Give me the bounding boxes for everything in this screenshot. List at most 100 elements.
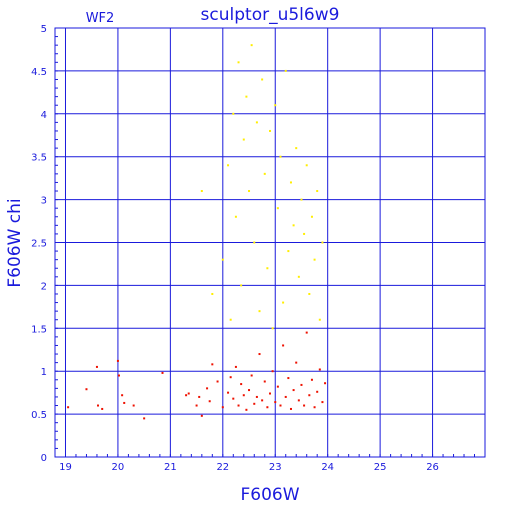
rejected-data-point: [248, 190, 251, 193]
good-data-point: [261, 399, 264, 402]
rejected-data-point: [282, 301, 285, 304]
rejected-data-point: [313, 258, 316, 261]
good-data-point: [300, 383, 303, 386]
y-tick-label: 3.5: [31, 153, 47, 164]
rejected-data-point: [276, 207, 279, 210]
y-tick-label: 3: [41, 196, 47, 207]
good-data-point: [208, 400, 211, 403]
good-data-point: [116, 359, 119, 362]
rejected-data-point: [221, 258, 224, 261]
rejected-data-point: [234, 215, 237, 218]
rejected-data-point: [318, 318, 321, 321]
rejected-data-point: [255, 121, 258, 124]
plot-frame: [54, 27, 486, 458]
good-data-point: [121, 394, 124, 397]
good-data-point: [253, 402, 256, 405]
good-data-point: [303, 404, 306, 407]
good-data-point: [316, 390, 319, 393]
series-rejected-points: [200, 44, 324, 330]
grid: [55, 27, 485, 458]
good-data-point: [282, 344, 285, 347]
rejected-data-point: [289, 181, 292, 184]
good-data-point: [187, 392, 190, 395]
rejected-data-point: [250, 44, 253, 47]
good-data-point: [305, 331, 308, 334]
good-data-point: [258, 353, 261, 356]
good-data-point: [245, 408, 248, 411]
rejected-data-point: [316, 190, 319, 193]
x-axis-label: F606W: [240, 485, 299, 505]
rejected-data-point: [229, 318, 232, 321]
good-data-point: [123, 401, 126, 404]
x-tick-label: 22: [216, 462, 229, 473]
x-tick-labels: 19 20 21 22 23 24 25 26: [59, 462, 439, 473]
rejected-data-point: [300, 198, 303, 201]
good-data-point: [227, 391, 230, 394]
good-data-point: [95, 365, 98, 368]
rejected-data-point: [258, 310, 261, 313]
good-data-point: [67, 406, 70, 409]
x-tick-label: 23: [269, 462, 282, 473]
rejected-data-point: [211, 292, 214, 295]
good-data-point: [266, 406, 269, 409]
rejected-data-point: [245, 95, 248, 98]
good-data-point: [263, 380, 266, 383]
rejected-data-point: [253, 241, 256, 244]
y-tick-label: 2.5: [31, 239, 47, 250]
rejected-data-point: [308, 292, 311, 295]
rejected-data-point: [287, 250, 290, 253]
rejected-data-point: [292, 224, 295, 227]
rejected-data-point: [240, 284, 243, 287]
good-data-point: [232, 397, 235, 400]
good-data-point: [216, 380, 219, 383]
good-data-point: [200, 414, 203, 417]
good-data-point: [269, 392, 271, 395]
good-data-point: [221, 406, 224, 409]
good-data-point: [274, 401, 277, 404]
rejected-data-point: [227, 164, 230, 167]
y-tick-label: 0.5: [31, 410, 47, 421]
good-data-point: [287, 377, 290, 380]
rejected-data-point: [303, 232, 306, 235]
good-data-point: [308, 394, 311, 397]
good-data-point: [117, 374, 120, 377]
y-tick-label: 2: [41, 281, 47, 292]
y-tick-label: 4.5: [31, 67, 47, 78]
good-data-point: [234, 365, 237, 368]
good-data-point: [248, 389, 251, 392]
good-data-point: [250, 374, 253, 377]
y-tick-labels: 0 0.5 1 1.5 2 2.5 3 3.5 4 4.5 5: [31, 24, 47, 464]
rejected-data-point: [242, 138, 245, 141]
rejected-data-point: [284, 69, 287, 72]
good-data-point: [237, 404, 240, 407]
rejected-data-point: [271, 327, 274, 330]
good-data-point: [206, 387, 209, 390]
good-data-point: [240, 383, 243, 386]
y-tick-label: 1.5: [31, 324, 47, 335]
rejected-data-point: [305, 164, 308, 167]
good-data-point: [295, 361, 298, 364]
y-axis-label: F606W chi: [5, 198, 25, 287]
good-data-point: [292, 389, 295, 392]
good-data-point: [255, 395, 258, 398]
good-data-point: [101, 407, 104, 410]
y-tick-label: 0: [41, 453, 47, 464]
good-data-point: [198, 395, 201, 398]
good-data-point: [318, 368, 321, 371]
x-tick-label: 19: [59, 462, 72, 473]
good-data-point: [297, 399, 300, 402]
x-tick-label: 20: [112, 462, 125, 473]
rejected-data-point: [232, 112, 235, 115]
good-data-point: [289, 407, 292, 410]
x-tick-label: 25: [374, 462, 387, 473]
good-data-point: [85, 388, 88, 391]
good-data-point: [279, 404, 282, 407]
good-data-point: [97, 404, 99, 407]
good-data-point: [324, 382, 327, 385]
good-data-point: [195, 404, 198, 407]
y-tick-label: 5: [41, 24, 47, 35]
good-data-point: [276, 385, 279, 388]
rejected-data-point: [310, 215, 313, 218]
